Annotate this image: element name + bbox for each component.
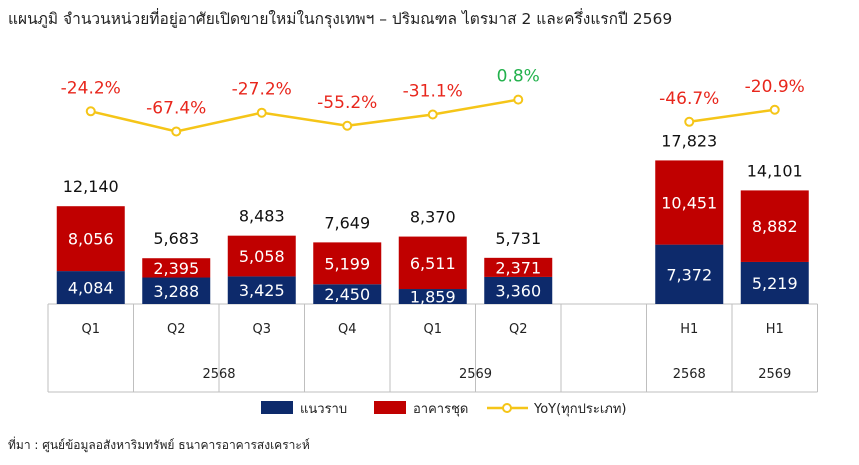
data-label-total: 5,683 [153,229,199,248]
yoy-point [684,116,695,127]
data-label-condo: 2,395 [153,259,199,278]
legend-swatch-lowrise [261,401,293,414]
bar-lowrise [227,276,296,304]
data-label-lowrise: 1,859 [410,288,456,307]
bar-lowrise [398,289,467,304]
data-label-condo: 10,451 [661,194,717,213]
data-label-total: 17,823 [661,131,717,150]
yoy-line-half [689,108,775,124]
group-label: 2568 [673,367,706,382]
data-label-condo: 2,371 [495,258,541,277]
data-label-lowrise: 5,219 [752,274,798,293]
legend-label-yoy: YoY(ทุกประเภท) [533,402,627,417]
yoy-label: -24.2% [61,78,121,98]
data-label-lowrise: 3,425 [239,281,285,300]
category-label: Q4 [338,322,357,337]
bar-lowrise [484,276,553,304]
data-label-total: 14,101 [747,161,803,180]
category-label: H1 [766,322,784,337]
yoy-line-quarterly [90,98,519,133]
legend-marker-yoy [502,403,512,413]
data-label-lowrise: 3,288 [153,282,199,301]
yoy-label: 0.8% [497,67,540,87]
bar-condo [56,206,125,272]
yoy-label: -27.2% [232,80,292,100]
yoy-point [256,107,267,118]
data-label-total: 8,370 [410,208,456,227]
yoy-point [427,109,438,120]
bar-lowrise [56,271,125,304]
legend-swatch-condo [374,401,406,414]
category-label: Q2 [167,322,186,337]
category-label: H1 [680,322,698,337]
source-note: ที่มา : ศูนย์ข้อมูลอสังหาริมทรัพย์ ธนาคา… [8,438,310,452]
bar-lowrise [655,244,724,304]
data-label-condo: 6,511 [410,254,456,273]
data-label-condo: 8,882 [752,217,798,236]
yoy-label: -67.4% [146,98,206,118]
data-label-lowrise: 7,372 [666,265,712,284]
data-label-total: 8,483 [239,207,285,226]
bar-condo [740,190,809,262]
category-label: Q2 [509,322,528,337]
data-label-lowrise: 2,450 [324,285,370,304]
yoy-point [171,126,182,137]
bar-lowrise [740,261,809,304]
yoy-label: -46.7% [659,89,719,109]
data-label-total: 7,649 [324,213,370,232]
bar-condo [484,257,553,277]
data-label-condo: 5,199 [324,254,370,273]
bar-condo [142,258,211,278]
yoy-point [769,104,780,115]
category-label: Q3 [252,322,271,337]
yoy-label: -20.9% [745,77,805,97]
category-label: Q1 [423,322,442,337]
data-label-total: 12,140 [63,177,119,196]
bar-lowrise [313,284,382,304]
data-label-lowrise: 3,360 [495,281,541,300]
data-label-lowrise: 4,084 [68,279,114,298]
data-label-condo: 5,058 [239,247,285,266]
yoy-point [85,106,96,117]
bar-condo [398,236,467,290]
group-label: 2568 [202,367,235,382]
category-label: Q1 [81,322,100,337]
legend-label-lowrise: แนวราบ [300,402,347,417]
yoy-point [513,94,524,105]
chart-title: แผนภูมิ จำนวนหน่วยที่อยู่อาศัยเปิดขายใหม… [8,10,673,28]
data-label-condo: 8,056 [68,230,114,249]
group-label: 2569 [459,367,492,382]
yoy-point [342,120,353,131]
yoy-label: -31.1% [403,82,463,102]
legend-label-condo: อาคารชุด [413,402,468,417]
bar-condo [227,235,296,277]
bar-condo [313,242,382,285]
group-label: 2569 [758,367,791,382]
bar-condo [655,160,724,245]
yoy-label: -55.2% [317,93,377,113]
bar-lowrise [142,277,211,304]
data-label-total: 5,731 [495,229,541,248]
